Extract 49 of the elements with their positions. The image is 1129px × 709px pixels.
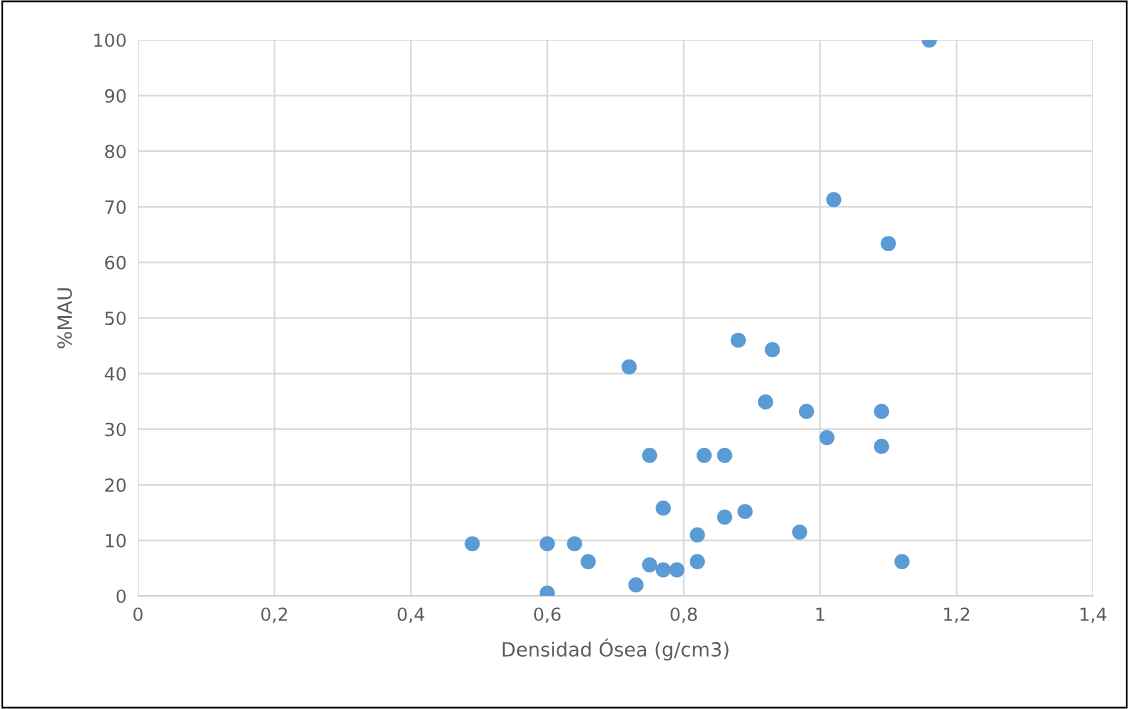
point (464, 536, 480, 552)
point (717, 509, 733, 525)
y-tick-label: 10 (105, 533, 126, 548)
point (873, 403, 890, 420)
y-tick-label: 0 (116, 589, 126, 604)
x-tick-label: 0 (133, 607, 143, 622)
point (642, 557, 658, 573)
y-tick-label: 30 (105, 422, 126, 437)
point (873, 438, 890, 455)
point (689, 527, 705, 543)
point (757, 394, 774, 410)
point (826, 191, 842, 208)
y-tick-label: 80 (105, 144, 126, 159)
point (566, 536, 583, 552)
point (655, 500, 671, 516)
point (669, 562, 685, 578)
y-tick-label: 100 (94, 33, 126, 48)
point (894, 553, 910, 570)
point (539, 536, 555, 552)
x-tick-label: 0,4 (397, 607, 425, 623)
point (730, 332, 746, 348)
point (792, 524, 808, 540)
point (880, 235, 896, 252)
y-axis-title: %MAU (57, 288, 72, 349)
x-axis-title: Densidad Ósea (g/cm3) (502, 638, 729, 661)
x-tick-label: 1 (816, 607, 825, 621)
point (798, 403, 815, 420)
point (737, 503, 753, 520)
y-tick-label: 60 (105, 255, 126, 270)
point (642, 447, 658, 463)
point (764, 342, 780, 358)
x-tick-label: 0,2 (261, 607, 287, 623)
x-tick-label: 0,8 (670, 607, 697, 623)
y-tick-label: 20 (105, 478, 126, 492)
point (655, 562, 671, 578)
point (628, 577, 644, 593)
point (696, 447, 712, 463)
y-tick-label: 90 (105, 89, 126, 103)
x-tick-label: 0,6 (534, 607, 561, 623)
point (580, 553, 596, 570)
y-tick-label: 70 (105, 200, 126, 214)
point (621, 359, 637, 375)
x-tick-label: 1,4 (1080, 607, 1107, 623)
x-tick-label: 1,2 (944, 607, 970, 623)
point (689, 553, 705, 570)
y-tick-label: 50 (105, 311, 126, 326)
point (717, 447, 733, 463)
point (819, 429, 835, 446)
y-tick-label: 40 (104, 367, 126, 381)
